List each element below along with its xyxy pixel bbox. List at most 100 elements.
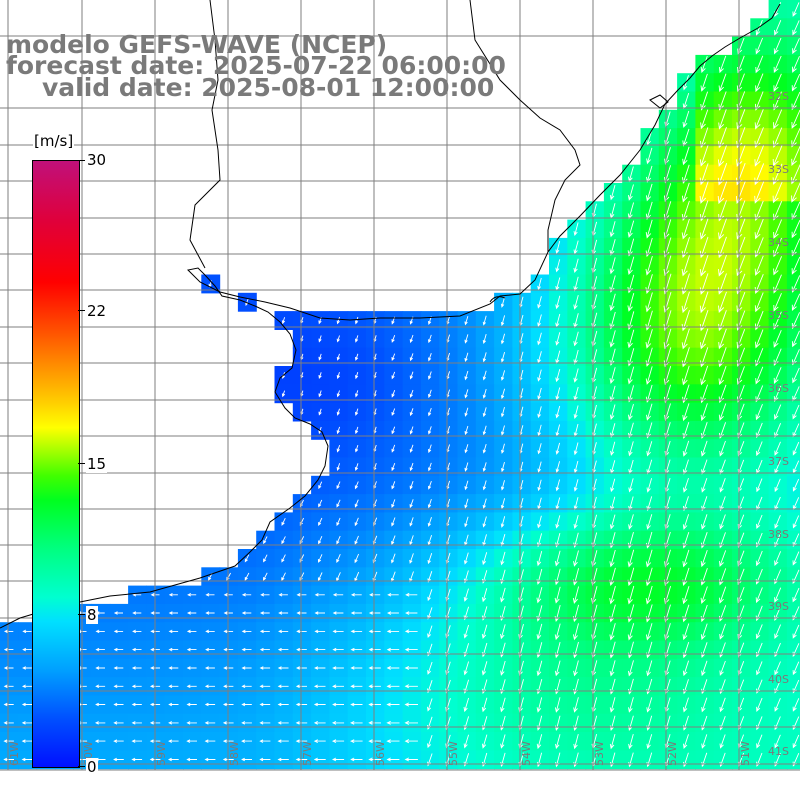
wind-arrow (313, 684, 326, 689)
wind-arrow (222, 757, 234, 762)
lat-label: 39S (768, 600, 789, 613)
wind-arrow (500, 498, 506, 510)
wind-arrow (482, 315, 487, 326)
wind-arrow (404, 702, 418, 707)
wind-arrow (391, 444, 396, 453)
wind-arrow (368, 702, 381, 707)
wind-arrow (313, 721, 326, 725)
wind-arrow (482, 333, 487, 344)
wind-arrow (350, 629, 363, 634)
wind-speed-cell (786, 329, 800, 349)
wind-arrow (463, 661, 470, 676)
wind-arrow (537, 406, 542, 419)
wind-arrow (646, 165, 653, 183)
wind-arrow (699, 254, 709, 277)
wind-arrow (700, 127, 709, 149)
wind-arrow (609, 257, 616, 275)
wind-arrow (368, 647, 381, 652)
wind-arrow (646, 422, 653, 439)
wind-arrow (700, 55, 708, 73)
wind-arrow (700, 623, 708, 641)
wind-arrow (21, 757, 33, 762)
wind-speed-cell (786, 475, 800, 495)
wind-arrow (681, 291, 690, 314)
wind-arrow (627, 623, 635, 641)
lon-label: 59W (155, 741, 168, 766)
wind-arrow (717, 145, 728, 167)
wind-arrow (281, 390, 286, 398)
wind-speed-cell (786, 585, 800, 605)
lon-label: 56W (374, 741, 387, 766)
wind-arrow (682, 459, 689, 475)
border-line (469, 0, 581, 252)
wind-arrow (682, 697, 689, 713)
wind-arrow (500, 516, 506, 528)
wind-arrow (336, 335, 340, 343)
wind-arrow (149, 684, 161, 689)
wind-arrow (223, 593, 233, 597)
wind-arrow (168, 739, 179, 743)
wind-arrow (277, 757, 289, 762)
wind-arrow (391, 553, 396, 564)
wind-arrow (792, 38, 800, 55)
wind-arrow (645, 366, 653, 385)
wind-arrow (500, 406, 505, 418)
wind-speed-cell (786, 402, 800, 422)
wind-speed-cell (786, 366, 800, 385)
latitude-labels: 32S 33S 34S 35S 36S 37S 38S 39S 40S 41S (768, 90, 789, 758)
wind-arrow (336, 353, 341, 361)
lon-label: 61W (8, 741, 21, 766)
wind-arrow (699, 145, 709, 167)
wind-arrow (482, 425, 487, 436)
wind-arrow (719, 496, 726, 512)
wind-arrow (131, 702, 142, 707)
wind-arrow (573, 697, 579, 713)
wind-arrow (792, 441, 800, 456)
wind-arrow (482, 480, 487, 491)
wind-arrow (204, 666, 215, 670)
wind-arrow (792, 478, 800, 492)
wind-arrow (427, 571, 433, 583)
wind-arrow (610, 478, 616, 493)
wind-arrow (113, 684, 124, 689)
wind-arrow (482, 516, 487, 528)
wind-arrow (609, 514, 616, 530)
wind-arrow (409, 553, 414, 564)
wind-arrow (773, 330, 782, 348)
wind-arrow (222, 702, 234, 707)
wind-arrow (555, 515, 561, 529)
wind-arrow (131, 647, 142, 652)
wind-arrow (21, 702, 32, 707)
longitude-labels: 61W 60W 59W 58W 57W 56W 55W 54W 53W 52W 51W (8, 741, 752, 766)
wind-arrow (609, 660, 616, 677)
wind-arrow (404, 629, 418, 634)
wind-arrow (717, 181, 728, 205)
model-title: modelo GEFS-WAVE (NCEP) (6, 30, 388, 59)
border-line (189, 0, 221, 269)
wind-arrow (355, 390, 359, 398)
wind-arrow (773, 91, 782, 111)
wind-arrow (204, 702, 216, 707)
lon-label: 58W (228, 741, 241, 766)
wind-arrow (336, 372, 341, 380)
wind-arrow (718, 291, 727, 313)
wind-arrow (773, 293, 782, 312)
wind-arrow (296, 647, 307, 652)
wind-arrow (94, 721, 106, 725)
wind-arrow (627, 403, 634, 421)
wind-arrow (22, 666, 32, 670)
wind-arrow (699, 181, 709, 204)
wind-arrow (482, 370, 487, 381)
wind-arrow (701, 496, 708, 512)
wind-arrow (368, 611, 381, 615)
wind-arrow (609, 348, 616, 366)
wind-arrow (719, 422, 727, 439)
wind-arrow (464, 425, 469, 436)
wind-arrow (354, 426, 359, 435)
wind-arrow (427, 625, 433, 639)
wind-arrow (756, 661, 763, 676)
wind-arrow (792, 661, 800, 676)
wind-arrow (573, 222, 579, 236)
wind-arrow (609, 330, 616, 348)
wind-arrow (336, 390, 341, 398)
